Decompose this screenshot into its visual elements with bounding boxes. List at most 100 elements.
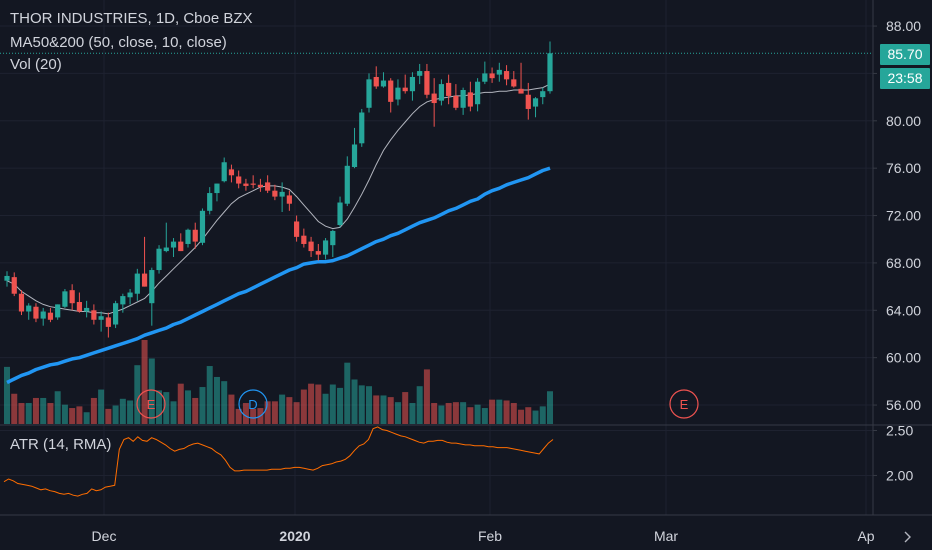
candle-body — [366, 79, 372, 108]
volume-bar — [402, 392, 409, 424]
volume-bar — [163, 392, 170, 424]
volume-bar — [112, 405, 119, 424]
volume-bar — [496, 399, 503, 424]
volume-bar — [416, 386, 423, 424]
volume-bar — [242, 403, 249, 424]
candle-body — [511, 79, 517, 87]
volume-bar — [503, 400, 510, 424]
price-tick-label: 88.00 — [886, 18, 921, 34]
volume-bar — [98, 389, 105, 424]
candle-body — [301, 235, 307, 244]
volume-bar — [119, 398, 126, 424]
volume-bar — [329, 384, 336, 424]
volume-bar — [105, 408, 112, 424]
ma-fast-line — [6, 83, 551, 315]
time-tick-label: Ap — [857, 528, 874, 544]
volume-bar — [373, 395, 380, 424]
candle-body — [388, 80, 394, 102]
volume-bar — [25, 403, 32, 424]
atr-tick-label: 2.00 — [886, 467, 913, 483]
candle-body — [337, 202, 343, 226]
volume-bar — [532, 410, 539, 424]
candle-body — [250, 183, 256, 185]
chart-title[interactable]: THOR INDUSTRIES, 1D, Cboe BZX — [10, 10, 253, 27]
volume-bar — [387, 397, 394, 424]
candle-body — [76, 302, 82, 312]
candle-body — [417, 71, 423, 76]
volume-bar — [148, 358, 155, 424]
volume-bar — [438, 405, 445, 424]
candle-body — [265, 182, 271, 191]
candle-body — [373, 76, 379, 87]
volume-bar — [394, 402, 401, 424]
candle-body — [294, 221, 300, 237]
candle-body — [33, 306, 39, 319]
price-tick-label: 76.00 — [886, 160, 921, 176]
volume-bar — [286, 397, 293, 424]
candle-body — [243, 183, 249, 186]
scroll-right-icon[interactable] — [904, 531, 911, 543]
time-tick-label: Mar — [654, 528, 678, 544]
price-tick-label: 80.00 — [886, 113, 921, 129]
candle-body — [272, 190, 278, 197]
candle-body — [257, 184, 263, 188]
candle-body — [185, 229, 191, 244]
candle-body — [286, 195, 292, 204]
candle-body — [113, 303, 119, 325]
price-tick-label: 72.00 — [886, 208, 921, 224]
volume-bar — [54, 391, 61, 424]
volume-bar — [315, 384, 322, 424]
candle-body — [199, 210, 206, 243]
atr-line — [3, 426, 554, 497]
volume-bar — [206, 366, 213, 424]
volume-bar — [366, 386, 372, 424]
event-marker-label: D — [248, 397, 257, 412]
volume-bar — [380, 395, 387, 424]
volume-bar — [32, 397, 39, 424]
volume-bar — [47, 403, 54, 424]
volume-legend[interactable]: Vol (20) — [10, 56, 62, 73]
volume-bar — [452, 402, 459, 424]
volume-bar — [518, 409, 525, 424]
price-tick-label: 64.00 — [886, 302, 921, 318]
volume-bar — [76, 406, 83, 424]
volume-bar — [134, 365, 141, 424]
volume-bar — [322, 393, 329, 424]
price-tick-label: 68.00 — [886, 255, 921, 271]
candle-body — [134, 273, 140, 294]
volume-bar — [177, 383, 184, 424]
candle-body — [351, 144, 358, 167]
volume-bar — [228, 394, 235, 424]
event-marker[interactable]: E — [136, 389, 166, 419]
candle-body — [308, 241, 314, 252]
candle-body — [170, 241, 177, 248]
volume-bar — [141, 340, 148, 424]
candle-body — [26, 305, 32, 312]
candle-body — [402, 87, 408, 92]
event-marker-ring — [238, 389, 268, 419]
moving-average-legend[interactable]: MA50&200 (50, close, 10, close) — [10, 34, 227, 51]
time-tick-label: Feb — [478, 528, 502, 544]
candle-body — [156, 248, 162, 271]
candle-body — [69, 290, 75, 304]
event-marker-label: E — [680, 397, 689, 412]
volume-bar — [156, 390, 163, 424]
price-tick-label: 60.00 — [886, 350, 921, 366]
volume-bar — [185, 390, 191, 424]
event-marker[interactable]: E — [669, 389, 699, 419]
candle-body — [315, 251, 321, 255]
candle-body — [540, 91, 546, 98]
volume-bar — [525, 407, 532, 424]
volume-bar — [271, 401, 278, 424]
volume-bar — [547, 391, 553, 424]
volume-bar — [4, 366, 10, 424]
volume-bar — [90, 397, 97, 424]
atr-legend[interactable]: ATR (14, RMA) — [10, 436, 112, 453]
candle-body — [475, 81, 481, 105]
volume-bar — [11, 393, 18, 424]
event-marker[interactable]: D — [238, 389, 268, 419]
candle-body — [446, 82, 452, 96]
volume-bar — [358, 385, 365, 424]
